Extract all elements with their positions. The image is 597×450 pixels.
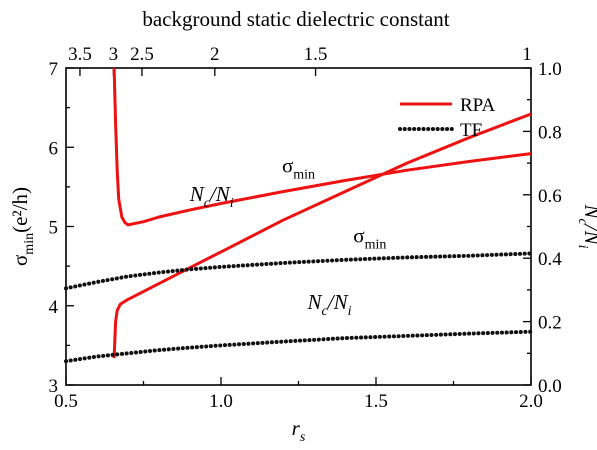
y-left-tick-label: 5 xyxy=(49,218,59,239)
legend: RPA TF xyxy=(398,95,495,141)
y-right-tick-label: 0.4 xyxy=(538,249,562,270)
top-tick-label: 3 xyxy=(109,44,119,65)
y-right-tick-label: 0.8 xyxy=(538,122,562,143)
y-right-tick-label: 1.0 xyxy=(538,59,562,80)
annotation-nc-ni: Nc/Ni xyxy=(189,182,234,211)
x-tick-label: 1.5 xyxy=(364,391,388,412)
series-layer xyxy=(64,67,533,364)
top-tick-label: 2 xyxy=(210,44,220,65)
series-tf-nc-ni-line xyxy=(64,329,533,364)
x-axis-label: rs xyxy=(292,416,306,445)
annotation-sigma-min: σmin xyxy=(282,154,315,183)
y-right-tick-label: 0.2 xyxy=(538,313,562,334)
y-left-axis-label: σmin(e²/h) xyxy=(8,187,37,266)
chart-title-group: background static dielectric constant xyxy=(142,7,449,31)
top-tick-label: 1.5 xyxy=(304,44,328,65)
y-left-tick-label: 7 xyxy=(49,59,59,80)
x-tick-label: 2.0 xyxy=(519,391,543,412)
top-tick-label: 2.5 xyxy=(130,44,154,65)
y-right-tick-label: 0.6 xyxy=(538,186,562,207)
axis-ticks xyxy=(65,67,532,386)
annotation-nc-ni: Nc/Ni xyxy=(307,290,352,319)
series-rpa-sigma-min-line xyxy=(112,67,532,227)
legend-label-tf: TF xyxy=(460,120,482,141)
legend-label-rpa: RPA xyxy=(460,95,495,116)
series-rpa-nc-ni-line xyxy=(112,112,532,359)
series-tf-sigma-min-line xyxy=(64,251,533,291)
y-left-tick-label: 3 xyxy=(49,376,59,397)
annotations: σmin Nc/Ni σmin Nc/Ni xyxy=(189,154,387,319)
y-left-tick-label: 4 xyxy=(49,297,59,318)
y-right-axis-label: Nc/Ni xyxy=(575,204,597,249)
annotation-sigma-min: σmin xyxy=(353,223,386,252)
x-tick-label: 1.0 xyxy=(209,391,233,412)
top-tick-label: 1 xyxy=(522,44,532,65)
y-left-tick-label: 6 xyxy=(49,138,59,159)
x-tick-label: 0.5 xyxy=(54,391,78,412)
y-right-tick-label: 0.0 xyxy=(538,376,562,397)
top-tick-label: 3.5 xyxy=(68,44,92,65)
chart-title: background static dielectric constant xyxy=(142,7,449,31)
